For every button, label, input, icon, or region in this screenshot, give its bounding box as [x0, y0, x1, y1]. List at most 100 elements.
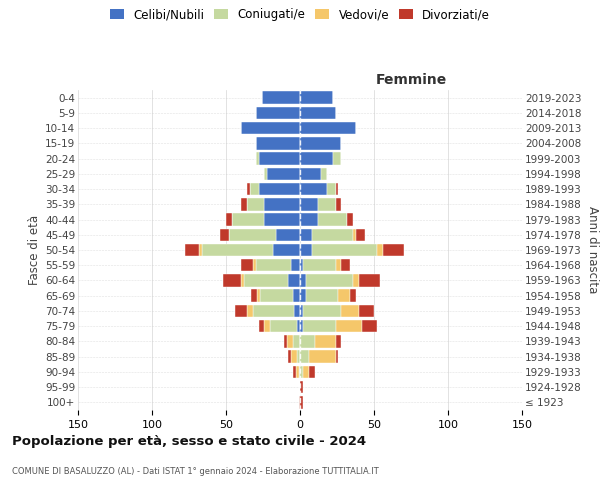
- Y-axis label: Anni di nascita: Anni di nascita: [586, 206, 599, 294]
- Bar: [356, 228, 365, 241]
- Bar: [241, 259, 253, 272]
- Bar: [199, 244, 202, 256]
- Bar: [265, 168, 268, 180]
- Bar: [300, 183, 326, 196]
- Bar: [259, 152, 300, 165]
- Bar: [293, 366, 296, 378]
- Bar: [300, 228, 312, 241]
- Bar: [347, 214, 353, 226]
- Bar: [383, 244, 404, 256]
- Bar: [303, 259, 335, 272]
- Bar: [335, 320, 362, 332]
- Bar: [293, 290, 300, 302]
- Bar: [244, 274, 288, 286]
- Bar: [262, 92, 300, 104]
- Bar: [284, 335, 287, 347]
- Bar: [300, 320, 303, 332]
- Y-axis label: Fasce di età: Fasce di età: [28, 215, 41, 285]
- Bar: [250, 183, 259, 196]
- Bar: [335, 335, 341, 347]
- Bar: [256, 259, 291, 272]
- Bar: [300, 366, 303, 378]
- Bar: [338, 290, 350, 302]
- Bar: [300, 198, 318, 210]
- Bar: [265, 320, 271, 332]
- Bar: [277, 228, 300, 241]
- Bar: [288, 350, 291, 363]
- Bar: [335, 183, 338, 196]
- Bar: [241, 198, 247, 210]
- Bar: [306, 290, 338, 302]
- Bar: [300, 350, 309, 363]
- Text: Popolazione per età, sesso e stato civile - 2024: Popolazione per età, sesso e stato civil…: [12, 435, 366, 448]
- Bar: [300, 396, 303, 408]
- Bar: [335, 198, 341, 210]
- Bar: [377, 244, 383, 256]
- Bar: [297, 350, 300, 363]
- Bar: [309, 350, 335, 363]
- Bar: [291, 259, 300, 272]
- Bar: [350, 290, 356, 302]
- Bar: [300, 244, 312, 256]
- Bar: [259, 183, 300, 196]
- Bar: [226, 214, 232, 226]
- Bar: [235, 304, 247, 317]
- Bar: [318, 214, 347, 226]
- Bar: [300, 381, 303, 394]
- Bar: [303, 366, 309, 378]
- Bar: [297, 320, 300, 332]
- Bar: [291, 350, 297, 363]
- Bar: [353, 228, 356, 241]
- Bar: [315, 335, 335, 347]
- Bar: [293, 335, 300, 347]
- Text: COMUNE DI BASALUZZO (AL) - Dati ISTAT 1° gennaio 2024 - Elaborazione TUTTITALIA.: COMUNE DI BASALUZZO (AL) - Dati ISTAT 1°…: [12, 468, 379, 476]
- Bar: [335, 350, 338, 363]
- Bar: [326, 183, 335, 196]
- Bar: [300, 168, 321, 180]
- Bar: [241, 122, 300, 134]
- Bar: [259, 320, 265, 332]
- Bar: [268, 168, 300, 180]
- Bar: [253, 304, 294, 317]
- Bar: [265, 198, 300, 210]
- Bar: [256, 137, 300, 149]
- Bar: [300, 335, 315, 347]
- Bar: [274, 244, 300, 256]
- Bar: [288, 274, 300, 286]
- Bar: [251, 290, 257, 302]
- Bar: [300, 304, 303, 317]
- Bar: [335, 259, 341, 272]
- Bar: [303, 320, 335, 332]
- Bar: [185, 244, 199, 256]
- Bar: [247, 304, 253, 317]
- Bar: [299, 366, 300, 378]
- Bar: [265, 214, 300, 226]
- Bar: [312, 228, 353, 241]
- Bar: [232, 214, 265, 226]
- Bar: [247, 183, 250, 196]
- Bar: [300, 152, 332, 165]
- Bar: [362, 320, 377, 332]
- Bar: [332, 152, 341, 165]
- Bar: [306, 274, 353, 286]
- Bar: [300, 137, 341, 149]
- Bar: [300, 259, 303, 272]
- Bar: [296, 366, 299, 378]
- Bar: [256, 152, 259, 165]
- Bar: [287, 335, 293, 347]
- Bar: [353, 274, 359, 286]
- Bar: [341, 259, 350, 272]
- Bar: [220, 228, 229, 241]
- Bar: [300, 122, 356, 134]
- Bar: [223, 274, 241, 286]
- Bar: [229, 228, 277, 241]
- Bar: [260, 290, 293, 302]
- Text: Femmine: Femmine: [376, 73, 446, 87]
- Bar: [247, 198, 265, 210]
- Bar: [300, 290, 306, 302]
- Bar: [300, 106, 335, 119]
- Bar: [241, 274, 244, 286]
- Legend: Celibi/Nubili, Coniugati/e, Vedovi/e, Divorziati/e: Celibi/Nubili, Coniugati/e, Vedovi/e, Di…: [110, 8, 490, 22]
- Bar: [253, 259, 256, 272]
- Bar: [299, 396, 300, 408]
